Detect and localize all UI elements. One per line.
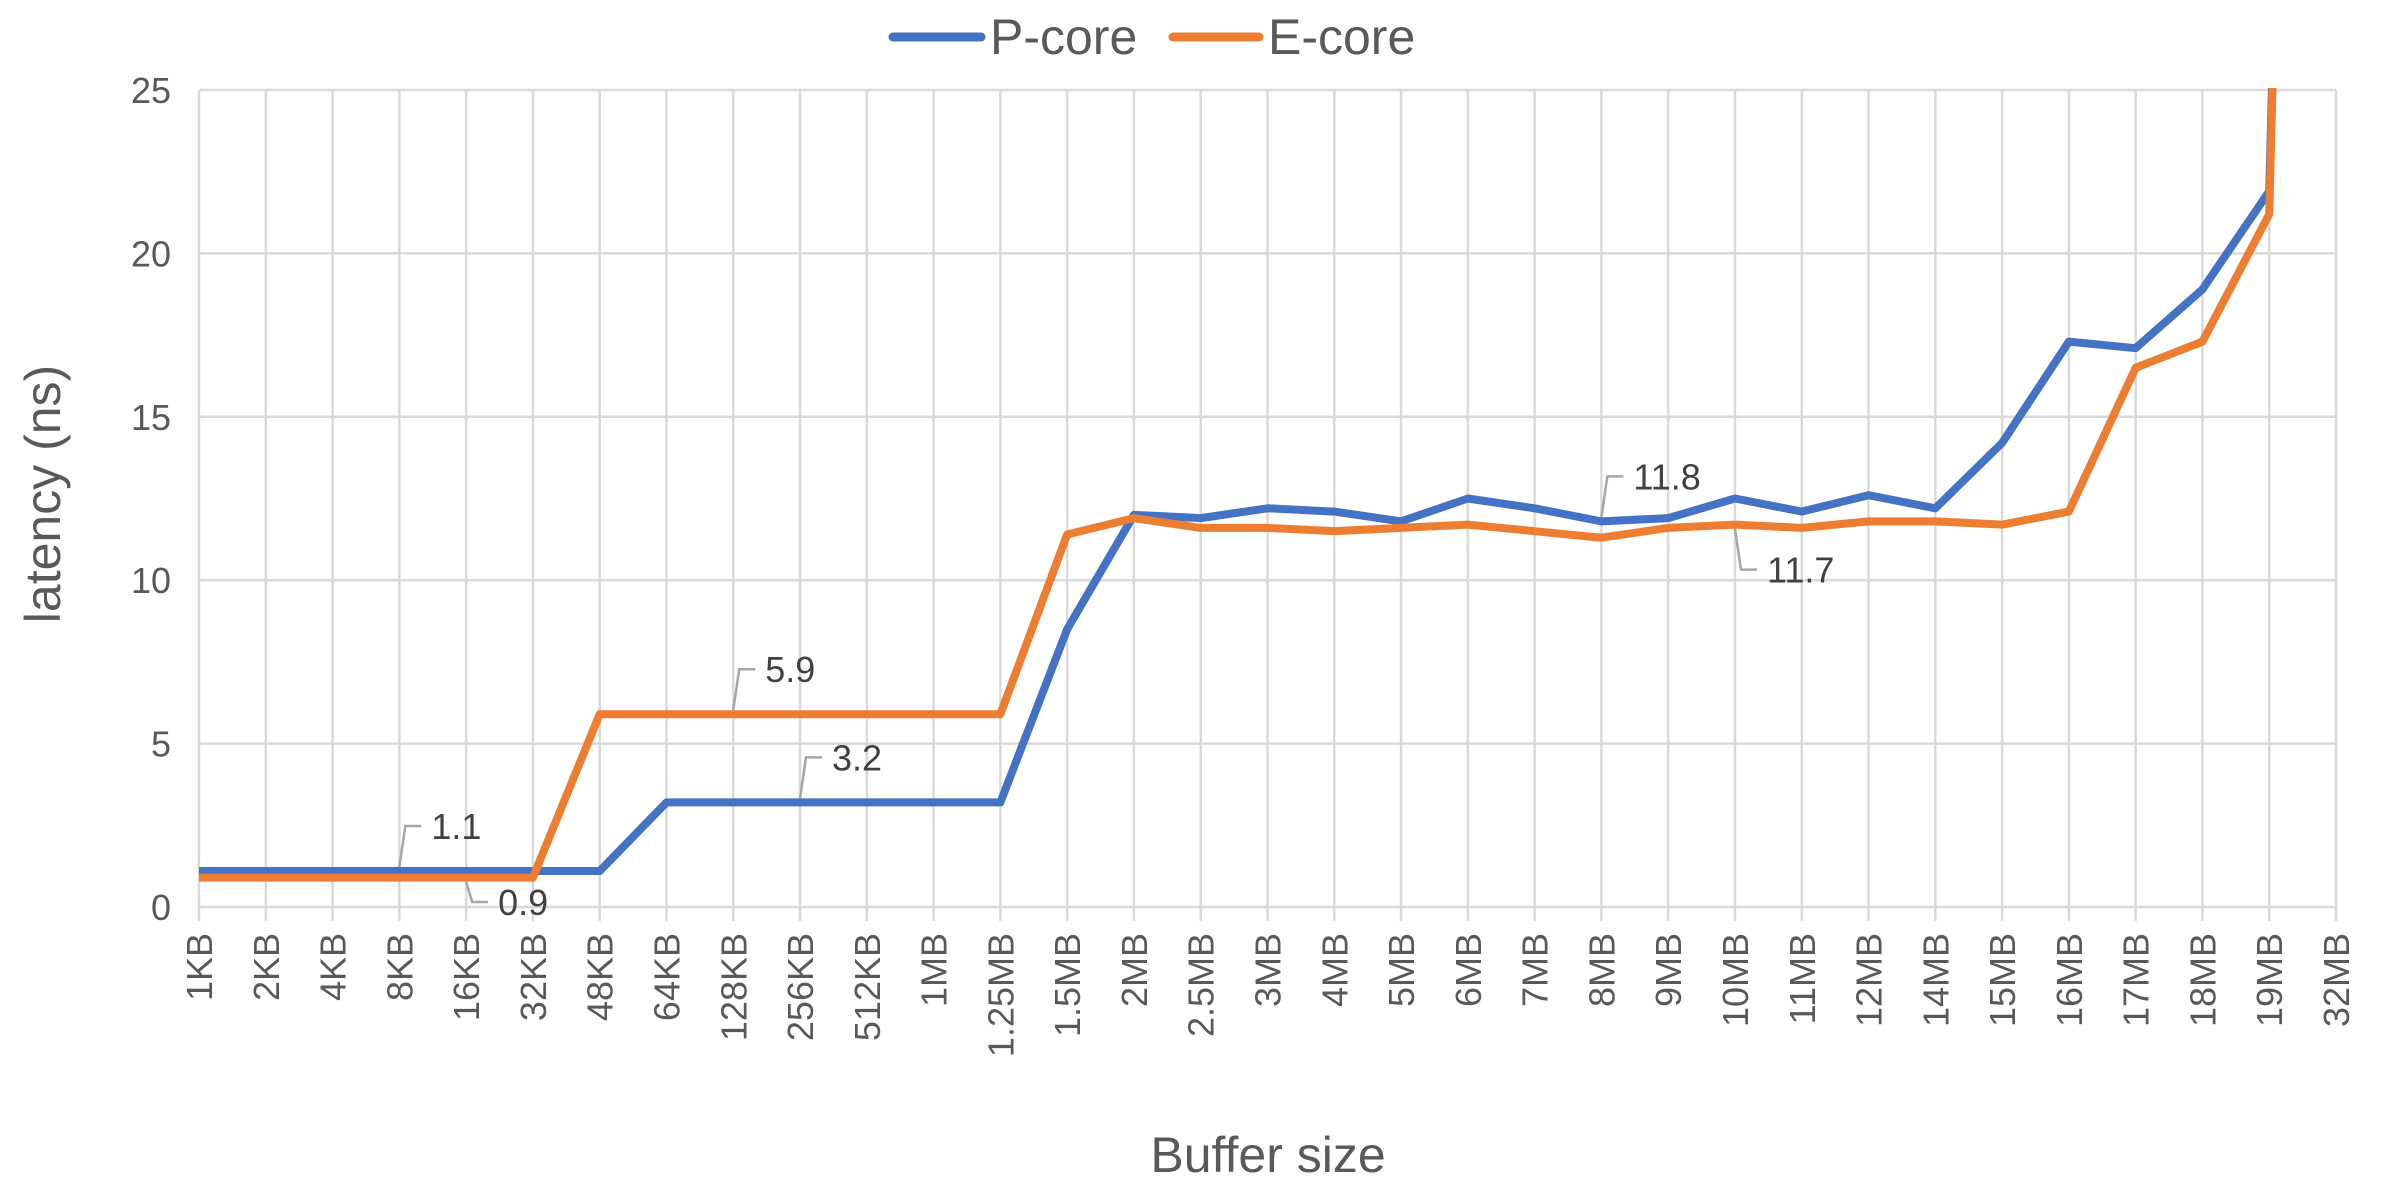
x-tick-label: 1KB [179, 933, 220, 1001]
data-label: 1.1 [431, 806, 481, 847]
y-tick-label: 25 [131, 70, 171, 111]
x-tick-label: 18MB [2182, 933, 2223, 1027]
x-tick-label: 256KB [780, 933, 821, 1041]
x-tick-label: 1.5MB [1047, 933, 1088, 1037]
x-tick-label: 512KB [847, 933, 888, 1041]
x-tick-label: 11MB [1782, 933, 1823, 1024]
x-tick-label: 8KB [379, 933, 420, 1001]
x-tick-label: 1.25MB [980, 933, 1021, 1057]
y-axis-ticks: 0 5 10 15 20 25 [131, 70, 171, 928]
leader-line [1733, 528, 1757, 571]
x-tick-label: 10MB [1715, 933, 1756, 1027]
x-tick-label: 2MB [1114, 933, 1155, 1007]
leader-line [398, 824, 422, 868]
gridlines [197, 88, 2338, 921]
legend-label-p-core: P-core [990, 9, 1137, 65]
data-label: 0.9 [498, 882, 548, 923]
y-tick-label: 15 [131, 397, 171, 438]
series-lines [199, 88, 2277, 882]
x-tick-label: 4KB [313, 933, 354, 1001]
series-line-e-core [199, 88, 2277, 882]
legend: P-core E-core [888, 9, 1415, 65]
x-axis-title: Buffer size [1150, 1127, 1385, 1183]
x-tick-label: 19MB [2249, 933, 2290, 1027]
x-tick-label: 15MB [1982, 933, 2023, 1027]
x-tick-label: 128KB [713, 933, 754, 1041]
x-tick-label: 32KB [513, 933, 554, 1021]
legend-label-e-core: E-core [1268, 9, 1415, 65]
x-tick-label: 16MB [2049, 933, 2090, 1027]
leader-line [464, 881, 489, 904]
x-tick-label: 3MB [1248, 933, 1289, 1007]
y-tick-label: 0 [151, 887, 171, 928]
x-tick-label: 4MB [1314, 933, 1355, 1007]
x-tick-label: 64KB [646, 933, 687, 1021]
x-tick-label: 2KB [246, 933, 287, 1001]
x-tick-label: 48KB [580, 933, 621, 1021]
data-label: 5.9 [765, 649, 815, 690]
leader-line [798, 756, 823, 799]
x-tick-label: 17MB [2116, 933, 2157, 1027]
x-axis-ticks: 1KB 2KB 4KB 8KB 16KB 32KB 48KB 64KB 128KB 256KB 51… [179, 933, 2357, 1057]
x-tick-label: 14MB [1915, 933, 1956, 1027]
data-labels: 1.1 0.9 5.9 3.2 11.8 11.7 [398, 456, 1834, 923]
x-tick-label: 16KB [446, 933, 487, 1021]
x-tick-label: 2.5MB [1181, 933, 1222, 1037]
series-line-p-core [199, 88, 2276, 876]
y-axis-title: latency (ns) [15, 365, 71, 623]
data-label: 11.8 [1633, 456, 1700, 497]
x-tick-label: 8MB [1581, 933, 1622, 1007]
y-tick-label: 10 [131, 560, 171, 601]
x-tick-label: 9MB [1648, 933, 1689, 1007]
x-tick-label: 12MB [1849, 933, 1890, 1027]
x-tick-label: 6MB [1448, 933, 1489, 1007]
leader-line [732, 667, 756, 711]
x-tick-label: 1MB [914, 933, 955, 1007]
leader-line [1600, 475, 1624, 518]
x-tick-label: 5MB [1381, 933, 1422, 1007]
y-tick-label: 5 [151, 724, 171, 765]
data-label: 3.2 [832, 737, 882, 778]
y-tick-label: 20 [131, 233, 171, 274]
data-label: 11.7 [1767, 550, 1834, 591]
x-tick-label: 7MB [1515, 933, 1556, 1007]
x-tick-label: 32MB [2316, 933, 2357, 1027]
